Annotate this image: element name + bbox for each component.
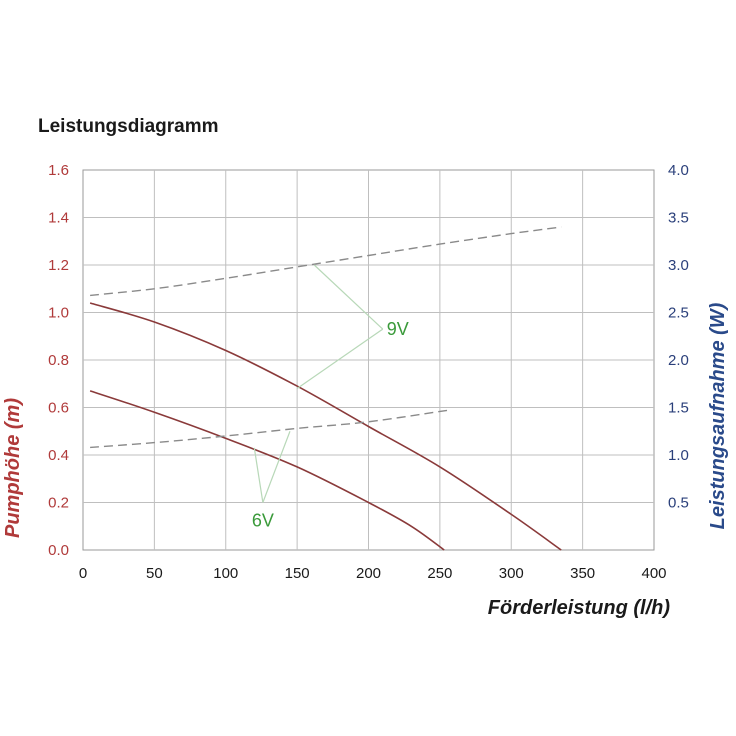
y-right-tick-label: 1.0 — [668, 447, 689, 464]
y-right-tick-label: 4.0 — [668, 162, 689, 179]
series-line-power-9v — [90, 226, 562, 297]
annotation-label-6v: 6V — [252, 511, 274, 531]
y-axis-left-title: Pumphöhe (m) — [2, 398, 24, 538]
y-right-tick-label: 3.0 — [668, 257, 689, 274]
y-right-tick-label: 2.0 — [668, 352, 689, 369]
y-left-tick-label: 0.4 — [48, 447, 69, 464]
y-axis-right-title: Leistungsaufnahme (W) — [707, 302, 729, 529]
y-left-tick-label: 1.2 — [48, 257, 69, 274]
annotation-leader-9v — [296, 328, 384, 389]
y-left-tick-label: 1.0 — [48, 305, 69, 322]
x-axis-ticks: 0 50 100 150 200 250 300 350 400 — [79, 565, 667, 582]
y-axis-right-ticks: 0.5 1.0 1.5 2.0 2.5 3.0 3.5 4.0 — [668, 162, 689, 512]
y-right-tick-label: 0.5 — [668, 495, 689, 512]
y-right-tick-label: 2.5 — [668, 305, 689, 322]
x-tick-label: 250 — [427, 565, 452, 582]
annotation-label-9v: 9V — [387, 319, 409, 339]
y-axis-left-ticks: 0.0 0.2 0.4 0.6 0.8 1.0 1.2 1.4 1.6 — [48, 162, 69, 559]
annotation-leader-6v — [262, 431, 291, 503]
x-tick-label: 400 — [641, 565, 666, 582]
y-left-tick-label: 0.0 — [48, 542, 69, 559]
series-line-power-6v — [90, 409, 448, 449]
y-left-tick-label: 1.6 — [48, 162, 69, 179]
chart-title: Leistungsdiagramm — [38, 116, 219, 137]
y-left-tick-label: 0.6 — [48, 400, 69, 417]
y-right-tick-label: 3.5 — [668, 210, 689, 227]
x-tick-label: 150 — [285, 565, 310, 582]
y-left-tick-label: 0.2 — [48, 495, 69, 512]
annotations: 9V 6V — [252, 264, 409, 531]
y-left-tick-label: 1.4 — [48, 210, 69, 227]
x-axis-title: Förderleistung (l/h) — [488, 597, 671, 619]
x-tick-label: 200 — [356, 565, 381, 582]
x-tick-label: 0 — [79, 565, 87, 582]
y-left-tick-label: 0.8 — [48, 352, 69, 369]
annotation-leader-6v — [253, 447, 264, 503]
x-tick-label: 100 — [213, 565, 238, 582]
series-line-head-6v — [89, 390, 445, 551]
series-group — [89, 226, 562, 551]
series-line-head-9v — [89, 302, 562, 551]
x-tick-label: 50 — [146, 565, 163, 582]
y-right-tick-label: 1.5 — [668, 400, 689, 417]
x-tick-label: 350 — [570, 565, 595, 582]
x-tick-label: 300 — [499, 565, 524, 582]
annotation-leader-9v — [313, 264, 384, 330]
grid-lines — [83, 170, 654, 550]
